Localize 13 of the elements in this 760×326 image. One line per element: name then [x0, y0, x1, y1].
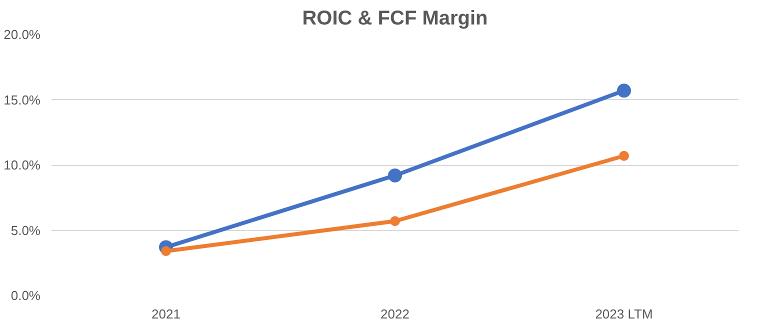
- x-tick-label: 2023 LTM: [595, 306, 653, 322]
- point: [388, 168, 402, 182]
- point: [617, 84, 631, 98]
- point: [390, 216, 400, 226]
- y-tick-label: 10.0%: [4, 158, 41, 172]
- chart-title: ROIC & FCF Margin: [302, 8, 488, 30]
- y-tick-label: 15.0%: [4, 92, 41, 108]
- y-tick-label: 5.0%: [10, 222, 41, 238]
- point: [619, 150, 629, 161]
- x-tick-label: 2022: [380, 306, 410, 322]
- y-tick-label: 20.0%: [4, 27, 41, 42]
- y-tick-label: 0.0%: [10, 288, 41, 303]
- x-tick-label: 2021: [152, 306, 180, 322]
